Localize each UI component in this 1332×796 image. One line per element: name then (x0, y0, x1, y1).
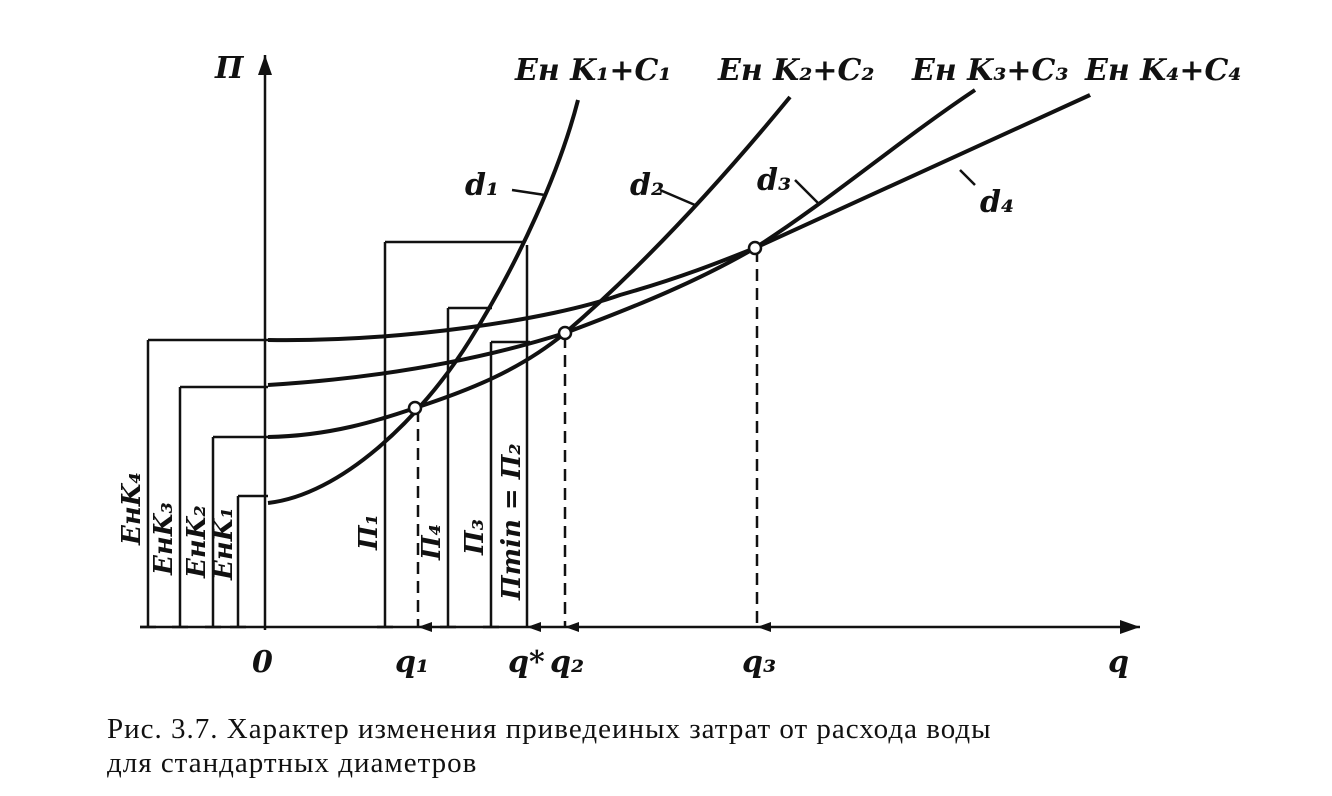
level-label: EнK₃ (149, 502, 179, 576)
curve-label: d₄ (980, 185, 1014, 220)
x-mark: q₂ (550, 645, 584, 680)
cost-label: Пmin = П₂ (497, 443, 527, 601)
cost-label: П₁ (354, 514, 384, 551)
origin-label: 0 (252, 645, 273, 680)
curve-label: d₂ (630, 168, 664, 203)
curve-formula: Eн K₂+C₂ (717, 53, 875, 88)
x-mark: q₁ (395, 645, 429, 680)
caption-line: для стандартных диаметров (107, 747, 477, 779)
curve-formula: Eн K₃+C₃ (911, 53, 1069, 88)
level-label: EнK₂ (182, 505, 212, 579)
cost-label: П₄ (417, 524, 447, 561)
caption-line: Рис. 3.7. Характер изменения приведеиных… (107, 713, 992, 745)
level-label: EнK₁ (209, 507, 239, 581)
labels: П q 0 Eн K₁+C₁ Eн K₂+C₂ Eн K₃+C₃ Eн K₄+C… (117, 51, 1242, 680)
level-label: EнK₄ (117, 472, 147, 546)
curves (267, 88, 1091, 505)
reference-lines (140, 240, 771, 632)
curve-label: d₃ (757, 163, 791, 198)
y-axis-label: П (214, 51, 245, 86)
curve-formula: Eн K₁+C₁ (514, 53, 672, 88)
curve-formula: Eн K₄+C₄ (1084, 53, 1242, 88)
curve-label: d₁ (465, 168, 499, 203)
x-mark: q* (508, 645, 545, 680)
x-axis-label: q (1108, 645, 1129, 680)
x-mark: q₃ (742, 645, 776, 680)
axes (140, 55, 1140, 634)
cost-label: П₃ (460, 519, 490, 556)
